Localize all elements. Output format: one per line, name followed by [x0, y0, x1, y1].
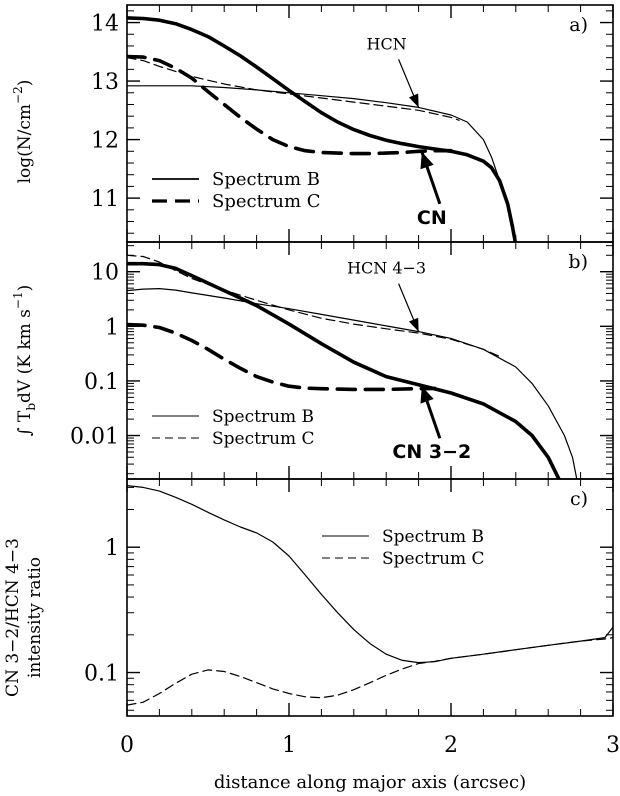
- panel-c-label: c): [570, 488, 588, 510]
- annotation-hcn-4-3-arrowhead: [408, 317, 419, 332]
- panel-c-y-label: CN 3−2/HCN 4−3 intensity ratio: [3, 538, 45, 697]
- annotation-cn-3-2-label: CN 3−2: [392, 441, 471, 463]
- panel-c-frame: [126, 478, 614, 717]
- x-tick-label: 1: [282, 733, 296, 758]
- x-tick-label: 0: [120, 733, 134, 758]
- legend-solid-label: Spectrum B: [212, 407, 314, 427]
- x-axis-label: distance along major axis (arcsec): [214, 772, 526, 793]
- panel-c-series: [127, 485, 613, 706]
- legend-dashed-label: Spectrum C: [382, 549, 485, 569]
- legend-dashed-label: Spectrum C: [212, 191, 321, 212]
- annotation-hcn-4-3-label: HCN 4−3: [347, 259, 426, 278]
- legend-solid-label: Spectrum B: [212, 169, 320, 190]
- y-axis-label-line-2: intensity ratio: [25, 557, 45, 678]
- annotation-cn-3-2-arrowhead: [420, 386, 434, 404]
- panel-c-y-ticks: 0.11: [84, 486, 613, 711]
- panel-b-x-ticks: [126, 242, 614, 479]
- y-tick-label: 0.1: [84, 662, 119, 687]
- series-ratio-spectrum-b-line: [127, 485, 613, 664]
- y-axis-label-line-1: CN 3−2/HCN 4−3: [3, 538, 23, 697]
- y-tick-label: 12: [91, 129, 119, 154]
- x-tick-label: 3: [606, 733, 620, 758]
- panel-a-x-ticks: [126, 5, 614, 242]
- series-hcn-spectrum-c-line: [127, 57, 460, 121]
- y-tick-label: 14: [91, 12, 119, 37]
- panel-a-annotations: HCN CN: [366, 34, 446, 228]
- panel-a-label: a): [569, 14, 588, 36]
- panel-c-x-ticks: [126, 479, 614, 716]
- annotation-hcn-arrowhead: [408, 93, 419, 108]
- panel-b-series: [127, 254, 578, 479]
- y-tick-label: 10: [91, 261, 119, 286]
- y-axis-label: ∫ TbdV (K km s−1): [11, 285, 38, 437]
- series-cn-3-2-spectrum-b-line: [127, 261, 561, 479]
- y-tick-label: 11: [91, 187, 119, 212]
- series-cn-3-2-spectrum-c-line: [127, 322, 437, 392]
- panel-b-y-ticks: 0.01 0.1 1 10: [70, 245, 613, 475]
- panel-a-series: [127, 16, 518, 242]
- legend-dashed-label: Spectrum C: [212, 429, 315, 449]
- y-tick-label: 0.01: [70, 425, 119, 450]
- y-tick-label: 1: [105, 536, 119, 561]
- series-hcn-spectrum-b-line: [127, 85, 516, 242]
- annotation-cn-arrowhead: [420, 151, 434, 170]
- series-ratio-spectrum-c-line: [127, 636, 613, 706]
- series-hcn-4-3-spectrum-b-line: [127, 288, 578, 479]
- annotation-cn-label: CN: [417, 207, 447, 229]
- panel-b-label: b): [568, 251, 588, 273]
- annotation-hcn-label: HCN: [366, 34, 406, 53]
- x-tick-label: 2: [444, 733, 458, 758]
- series-cn-spectrum-c-line: [127, 54, 453, 156]
- panel-a-y-ticks: 11 12 13 14: [91, 10, 613, 234]
- panel-a-y-label: log(N/cm−2): [11, 80, 35, 184]
- panel-b-y-label: ∫ TbdV (K km s−1): [11, 285, 38, 437]
- panel-b-annotations: HCN 4−3 CN 3−2: [347, 259, 471, 464]
- series-hcn-4-3-spectrum-c-line: [127, 254, 501, 358]
- x-axis: 0 1 2 3 distance along major axis (arcsec): [120, 733, 620, 793]
- series-cn-spectrum-b-line: [127, 16, 518, 242]
- y-axis-label: log(N/cm−2): [11, 80, 35, 184]
- y-tick-label: 0.1: [84, 370, 119, 395]
- y-tick-label: 1: [105, 315, 119, 340]
- legend-solid-label: Spectrum B: [382, 527, 484, 547]
- y-tick-label: 13: [91, 70, 119, 95]
